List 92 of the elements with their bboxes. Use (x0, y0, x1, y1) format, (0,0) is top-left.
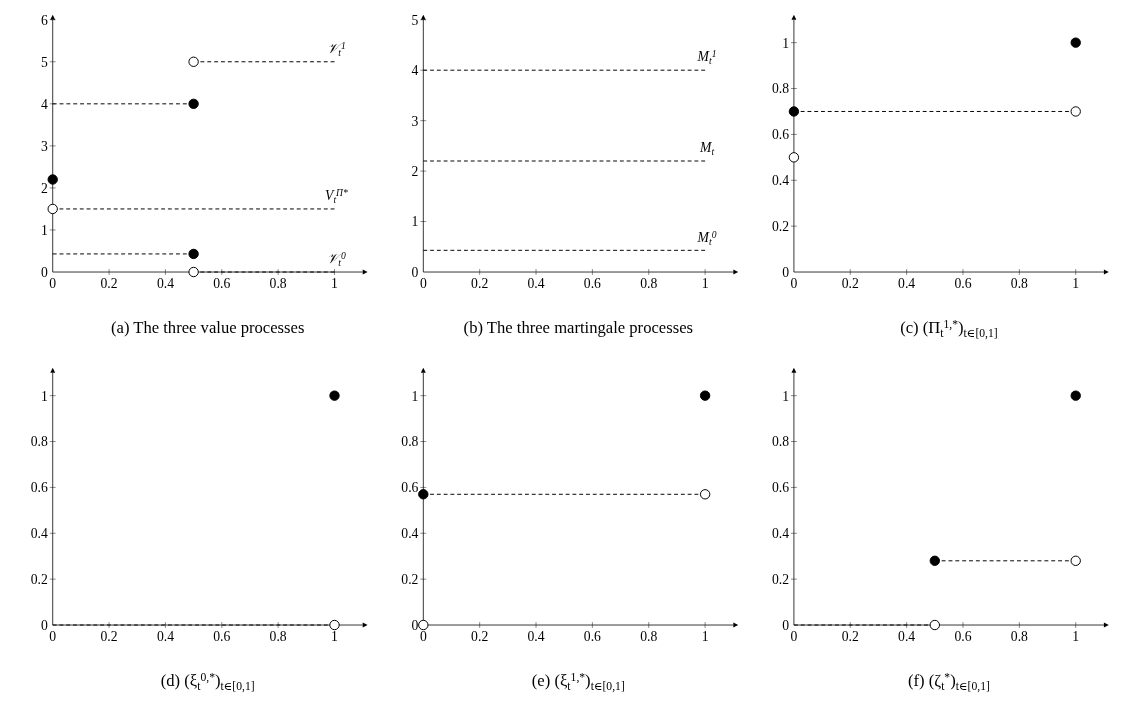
text: (f) (ζ$_{t}$$^{*}$)$_{t∈[0,1]}$ (907, 670, 990, 693)
x-tick-label: 0.6 (954, 275, 972, 291)
y-tick-label: 0.8 (401, 434, 419, 450)
text: (e) (ξ$_{t}$$^{1,*}$)$_{t∈[0,1]}$ (531, 670, 625, 693)
x-tick-label: 0.6 (954, 628, 972, 644)
y-tick-label: 4 (40, 96, 48, 112)
point (1070, 390, 1081, 401)
point (418, 489, 429, 500)
x-tick-label: 0.8 (1010, 628, 1029, 644)
y-tick-label: 1 (40, 222, 48, 238)
y-tick-label: 3 (411, 113, 419, 129)
x-tick-label: 1 (1072, 275, 1080, 291)
point (1070, 106, 1081, 117)
y-tick-label: 0.4 (771, 526, 790, 542)
y-tick-label: 0 (782, 617, 790, 633)
point (188, 266, 199, 278)
point (1070, 555, 1081, 566)
x-tick-label: 1 (701, 275, 709, 291)
y-tick-label: 0.6 (401, 480, 419, 496)
x-tick-label: 0.4 (898, 275, 916, 291)
point (188, 56, 199, 67)
point (47, 174, 58, 185)
y-tick-label: 2 (40, 180, 48, 196)
point (1070, 37, 1081, 48)
point (188, 248, 199, 260)
point (47, 203, 58, 215)
y-tick-label: 0 (40, 617, 48, 633)
text: (d) (ξ$_{t}$$^{0,*}$)$_{t∈[0,1]}$ (160, 670, 255, 693)
y-tick-label: 0.6 (771, 480, 790, 496)
y-tick-label: 1 (40, 388, 48, 404)
x-tick-label: 1 (1072, 628, 1080, 644)
x-tick-label: 1 (331, 628, 339, 644)
x-tick-label: 0.4 (527, 628, 545, 644)
x-tick-label: 0.8 (269, 628, 287, 644)
y-tick-label: 5 (411, 12, 419, 28)
point (929, 619, 940, 631)
y-tick-label: 0.8 (30, 434, 48, 450)
y-tick-label: 0.6 (30, 480, 48, 496)
y-tick-label: 0.6 (771, 127, 790, 143)
y-tick-label: 0.4 (30, 526, 48, 542)
x-tick-label: 0.8 (269, 275, 287, 291)
x-tick-label: 0.6 (583, 275, 602, 291)
y-tick-label: 0.2 (771, 572, 790, 588)
x-tick-label: 0.2 (471, 628, 489, 644)
y-tick-label: 3 (40, 138, 48, 154)
point (929, 555, 940, 566)
point (188, 98, 199, 110)
x-tick-label: 0.8 (640, 628, 658, 644)
text: (a) The three value processes (111, 317, 305, 337)
x-tick-label: 0.6 (213, 628, 231, 644)
x-tick-label: 0.2 (841, 628, 859, 644)
point (418, 619, 429, 631)
y-tick-label: 0.2 (771, 219, 790, 235)
text: (c) (Π$_{t}$$^{1,*}$)$_{t∈[0,1]}$ (900, 317, 998, 340)
x-tick-label: 1 (701, 628, 709, 644)
y-tick-label: 0.8 (771, 81, 790, 97)
y-tick-label: 6 (40, 12, 48, 28)
x-tick-label: 0.2 (100, 275, 118, 291)
y-tick-label: 0.2 (30, 572, 48, 588)
x-tick-label: 0.6 (213, 275, 231, 291)
y-tick-label: 0.4 (771, 173, 790, 189)
x-tick-label: 0.2 (471, 275, 489, 291)
text: (b) The three martingale processes (463, 317, 693, 337)
y-tick-label: 1 (782, 35, 790, 51)
y-tick-label: 0 (40, 264, 48, 280)
x-tick-label: 0.4 (527, 275, 545, 291)
y-tick-label: 0.2 (401, 572, 419, 588)
y-tick-label: 5 (40, 54, 48, 70)
y-tick-label: 4 (411, 63, 419, 79)
y-tick-label: 0 (411, 617, 419, 633)
y-tick-label: 1 (411, 388, 419, 404)
x-tick-label: 0.2 (841, 275, 859, 291)
y-tick-label: 0 (411, 264, 419, 280)
y-tick-label: 1 (411, 214, 419, 230)
x-tick-label: 0.8 (640, 275, 658, 291)
point (788, 106, 800, 117)
y-tick-label: 1 (782, 388, 790, 404)
x-tick-label: 1 (331, 275, 339, 291)
y-tick-label: 0.4 (401, 526, 419, 542)
x-tick-label: 0.4 (156, 628, 175, 644)
point (699, 489, 711, 500)
x-tick-label: 0.4 (156, 275, 175, 291)
y-tick-label: 0.8 (771, 434, 790, 450)
x-tick-label: 0.2 (100, 628, 118, 644)
y-tick-label: 0 (782, 264, 790, 280)
x-tick-label: 0.6 (583, 628, 602, 644)
point (699, 390, 711, 401)
x-tick-label: 0.4 (898, 628, 916, 644)
x-tick-label: 0.8 (1010, 275, 1029, 291)
series-label: M$_{t}$ (699, 140, 715, 158)
y-tick-label: 2 (411, 163, 419, 179)
point (788, 152, 800, 163)
